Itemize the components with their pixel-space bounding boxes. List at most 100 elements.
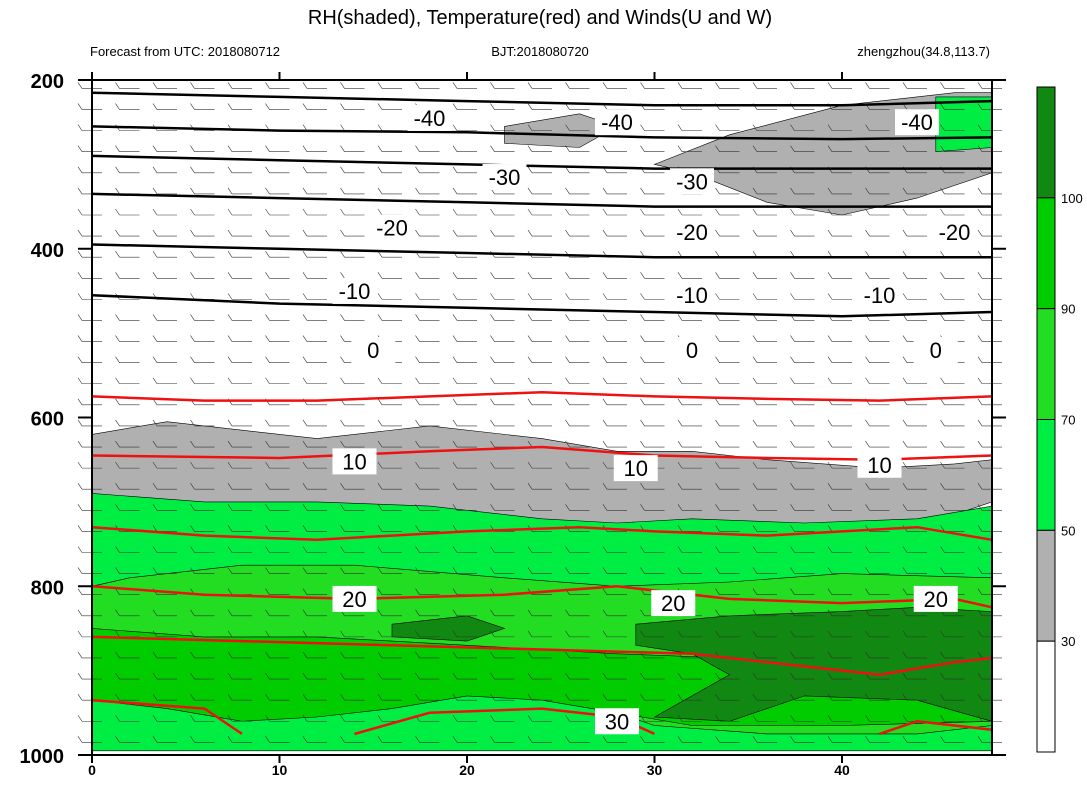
wind-barb-flag xyxy=(452,419,458,427)
wind-barb-flag xyxy=(902,736,908,743)
wind-barb-flag xyxy=(340,546,345,553)
wind-barb-flag xyxy=(640,272,645,279)
wind-barb-flag xyxy=(827,293,833,300)
wind-barb-flag xyxy=(977,609,983,616)
x-tick-label: 10 xyxy=(272,762,288,778)
wind-barb-flag xyxy=(715,609,720,616)
wind-barb-flag xyxy=(77,609,83,616)
wind-barb-flag xyxy=(977,229,983,237)
wind-barb-flag xyxy=(602,588,608,595)
wind-barb-flag xyxy=(490,314,495,321)
wind-barb-flag xyxy=(902,693,908,701)
wind-barb-flag xyxy=(452,293,458,300)
wind-barb-flag xyxy=(77,272,83,279)
wind-barb-flag xyxy=(640,377,645,384)
contour-label: 20 xyxy=(342,587,366,612)
wind-barb-flag xyxy=(415,672,420,680)
wind-barb-flag xyxy=(715,504,720,511)
colorbar-swatch xyxy=(1036,197,1056,310)
wind-barb-flag xyxy=(527,377,533,384)
wind-barb-flag xyxy=(827,546,833,553)
wind-barb-flag xyxy=(302,272,308,279)
contour-label: -20 xyxy=(376,216,408,241)
wind-barb-flag xyxy=(152,651,158,659)
wind-barb-flag xyxy=(265,293,270,300)
contour-label: -40 xyxy=(901,110,933,135)
wind-barb-flag xyxy=(377,166,383,173)
wind-barb-flag xyxy=(565,419,570,427)
x-tick-label: 30 xyxy=(647,762,663,778)
wind-barb-flag xyxy=(152,335,158,342)
wind-barb-flag xyxy=(77,736,83,743)
wind-barb-flag xyxy=(452,356,458,363)
wind-barb-flag xyxy=(152,208,158,216)
wind-barb-flag xyxy=(490,145,495,152)
wind-barb-flag xyxy=(490,229,495,237)
wind-barb-flag xyxy=(377,588,383,595)
wind-barb-flag xyxy=(227,251,233,258)
rh-region-dark-4 xyxy=(391,615,506,642)
wind-barb-flag xyxy=(415,693,420,701)
wind-barb-flag xyxy=(940,567,945,574)
wind-barb-flag xyxy=(190,483,195,490)
wind-barb-flag xyxy=(115,736,120,743)
colorbar-label: 100 xyxy=(1061,191,1083,206)
wind-barb-flag xyxy=(227,356,233,363)
wind-barb-flag xyxy=(77,672,83,680)
wind-barb-flag xyxy=(940,630,945,638)
wind-barb-flag xyxy=(827,145,833,152)
wind-barb-flag xyxy=(265,525,270,532)
wind-barb-flag xyxy=(602,145,608,152)
wind-barb-flag xyxy=(77,251,83,258)
wind-barb-flag xyxy=(827,715,833,722)
wind-barb-flag xyxy=(452,504,458,511)
wind-barb-flag xyxy=(415,82,420,89)
rh-region-dark-5 xyxy=(635,606,993,722)
wind-barb-flag xyxy=(415,377,420,384)
wind-barb-flag xyxy=(790,483,795,490)
wind-barb-flag xyxy=(715,546,720,553)
wind-barb-flag xyxy=(115,82,120,89)
wind-barb-flag xyxy=(977,525,983,532)
wind-barb-flag xyxy=(527,672,533,680)
wind-barb-flag xyxy=(602,272,608,279)
wind-barb-flag xyxy=(265,272,270,279)
colorbar-swatch xyxy=(1036,86,1056,199)
wind-barb-flag xyxy=(977,630,983,638)
wind-barb-flag xyxy=(527,630,533,638)
wind-barb-flag xyxy=(227,377,233,384)
wind-barb-flag xyxy=(715,715,720,722)
wind-barb-flag xyxy=(340,82,345,89)
wind-barb-flag xyxy=(77,377,83,384)
black-temp-line-5 xyxy=(91,293,993,318)
wind-barb-flag xyxy=(602,693,608,701)
wind-barb-flag xyxy=(265,567,270,574)
wind-barb-flag xyxy=(490,208,495,216)
wind-barb-flag xyxy=(527,293,533,300)
wind-barb-flag xyxy=(190,546,195,553)
wind-barb-flag xyxy=(490,715,495,722)
wind-barb-flag xyxy=(602,461,608,469)
wind-barb-flag xyxy=(977,335,983,342)
wind-barb-flag xyxy=(602,419,608,427)
wind-barb-flag xyxy=(415,187,420,195)
wind-barb-flag xyxy=(752,715,758,722)
wind-barb-flag xyxy=(715,145,720,152)
wind-barb-flag xyxy=(940,314,945,321)
wind-barb-flag xyxy=(640,693,645,701)
wind-barb-flag xyxy=(902,567,908,574)
wind-barb-flag xyxy=(190,461,195,469)
wind-barb-flag xyxy=(452,567,458,574)
wind-barb-flag xyxy=(977,272,983,279)
wind-barb-flag xyxy=(640,293,645,300)
wind-barb-flag xyxy=(152,187,158,195)
wind-barb-flag xyxy=(752,272,758,279)
wind-barb-flag xyxy=(865,335,870,342)
wind-barb-flag xyxy=(452,398,458,406)
wind-barb-flag xyxy=(565,145,570,152)
wind-barb-flag xyxy=(827,525,833,532)
wind-barb-flag xyxy=(677,398,683,406)
wind-barb-flag xyxy=(340,145,345,152)
wind-barb-flag xyxy=(302,335,308,342)
